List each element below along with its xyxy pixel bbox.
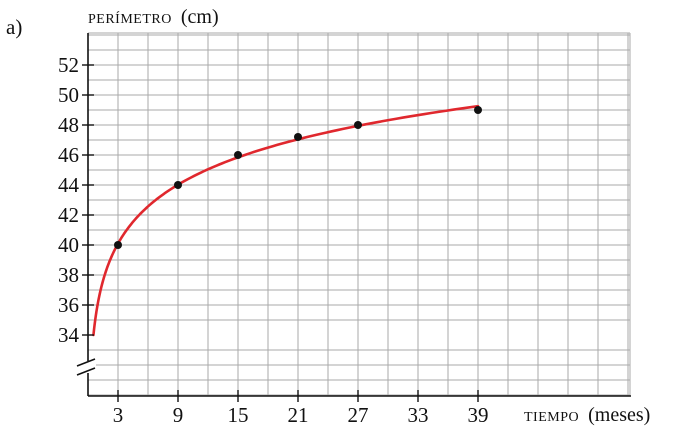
grid — [88, 32, 631, 396]
panel-label: a) — [6, 15, 22, 39]
y-tick-label: 40 — [58, 233, 79, 257]
y-tick-label: 52 — [58, 53, 79, 77]
points — [114, 106, 482, 249]
x-tick-label: 33 — [408, 403, 429, 427]
y-axis-label-unit: (cm) — [181, 6, 219, 28]
y-tick-label: 36 — [58, 293, 79, 317]
data-point — [114, 241, 122, 249]
y-tick-label: 44 — [58, 173, 80, 197]
y-tick-label: 34 — [58, 323, 80, 347]
x-tick-label: 21 — [288, 403, 309, 427]
y-tick-label: 38 — [58, 263, 79, 287]
data-point — [234, 151, 242, 159]
x-axis-label-unit: (meses) — [588, 404, 650, 426]
data-point — [174, 181, 182, 189]
y-axis-label: PERÍMETRO (cm) — [88, 6, 219, 28]
axis-break-mark — [76, 367, 96, 376]
y-tick-label: 48 — [58, 113, 79, 137]
x-tick-label: 9 — [173, 403, 184, 427]
data-point — [354, 121, 362, 129]
y-tick-label: 46 — [58, 143, 79, 167]
x-tick-label: 27 — [348, 403, 369, 427]
x-tick-label: 3 — [113, 403, 124, 427]
x-tick-label: 39 — [468, 403, 489, 427]
data-point — [474, 106, 482, 114]
x-axis-label-main: TIEMPO — [524, 410, 579, 425]
y-tick-label: 50 — [58, 83, 79, 107]
x-axis-label: TIEMPO (meses) — [524, 404, 650, 426]
y-tick-label: 42 — [58, 203, 79, 227]
axis-break-mark — [76, 358, 96, 367]
curve-layer — [92, 104, 480, 337]
y-axis-label-main: PERÍMETRO — [88, 10, 172, 27]
series-curve — [92, 104, 480, 337]
data-point — [294, 133, 302, 141]
x-tick-label: 15 — [228, 403, 249, 427]
